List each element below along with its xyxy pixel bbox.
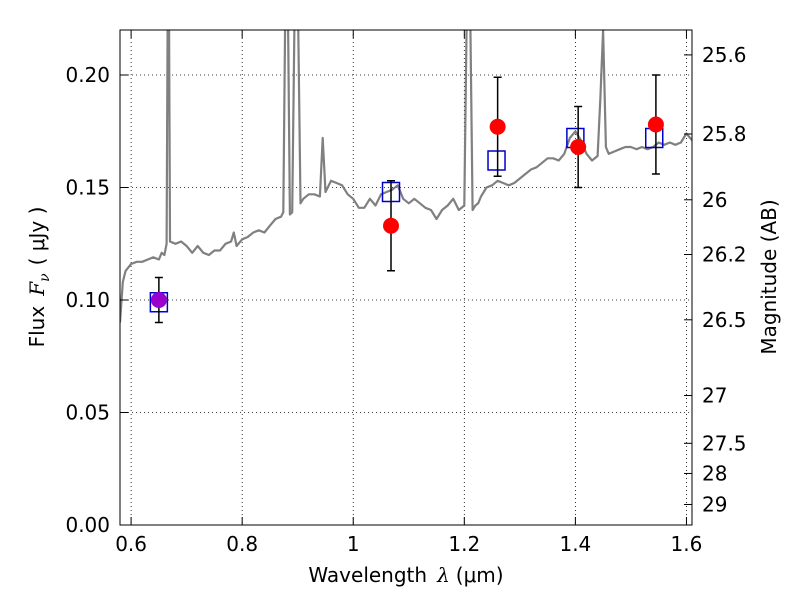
y2-tick-label: 26 (702, 188, 727, 212)
y2-tick-label: 26.5 (702, 308, 747, 332)
y2-tick-label: 29 (702, 492, 727, 516)
x-tick-label: 1.4 (559, 532, 591, 556)
y-tick-label: 0.00 (65, 513, 110, 537)
x-tick-label: 0.6 (115, 532, 147, 556)
y-tick-label: 0.20 (65, 63, 110, 87)
y-axis-label-prefix: Flux (25, 306, 49, 348)
y-tick-label: 0.10 (65, 288, 110, 312)
y2-tick-label: 27.5 (702, 431, 747, 455)
observed-point (570, 139, 587, 155)
y2-tick-label: 25.8 (702, 122, 747, 146)
y2-tick-label: 27 (702, 384, 727, 408)
y-axis: 0.00 0.05 0.10 0.15 0.20 (65, 63, 128, 537)
y-axis-label-symbol: F (25, 281, 49, 297)
y2-tick-label: 28 (702, 461, 727, 485)
plot-frame (119, 29, 693, 526)
y-tick-label: 0.15 (65, 176, 110, 200)
observed-point (647, 116, 664, 133)
observed-point (383, 217, 400, 234)
y-axis-label-subscript: ν (37, 273, 53, 282)
x-axis-label-units: (μm) (456, 563, 504, 587)
y2-tick-label: 26.2 (702, 242, 747, 266)
x-axis-label: Wavelength λ (μm) (308, 563, 503, 587)
x-tick-label: 1.2 (448, 532, 480, 556)
y2-axis-label: Magnitude (AB) (757, 199, 781, 354)
y-axis-label: Flux Fν ( μJy ) (25, 207, 53, 348)
model-point-square (487, 150, 506, 171)
plot-background (120, 30, 692, 525)
y2-tick-label: 25.6 (702, 43, 747, 67)
observed-point (489, 118, 506, 135)
observed-points-series (150, 74, 664, 324)
x-axis-label-symbol: λ (436, 563, 450, 587)
y-tick-label: 0.05 (65, 401, 110, 425)
y2-axis: 25.6 25.8 26 26.2 26.5 27 27.5 28 29 (684, 43, 747, 516)
x-tick-label: 1.6 (671, 532, 703, 556)
y-axis-label-units: ( μJy ) (25, 207, 49, 266)
spectrum-series (120, 30, 692, 323)
x-axis: 0.6 0.8 1 1.2 1.4 1.6 (115, 30, 702, 556)
spectrum-line (120, 30, 692, 323)
x-tick-label: 0.8 (226, 532, 258, 556)
x-axis-label-prefix: Wavelength (308, 563, 427, 587)
observed-point (150, 292, 167, 308)
x-tick-label: 1 (347, 532, 360, 556)
